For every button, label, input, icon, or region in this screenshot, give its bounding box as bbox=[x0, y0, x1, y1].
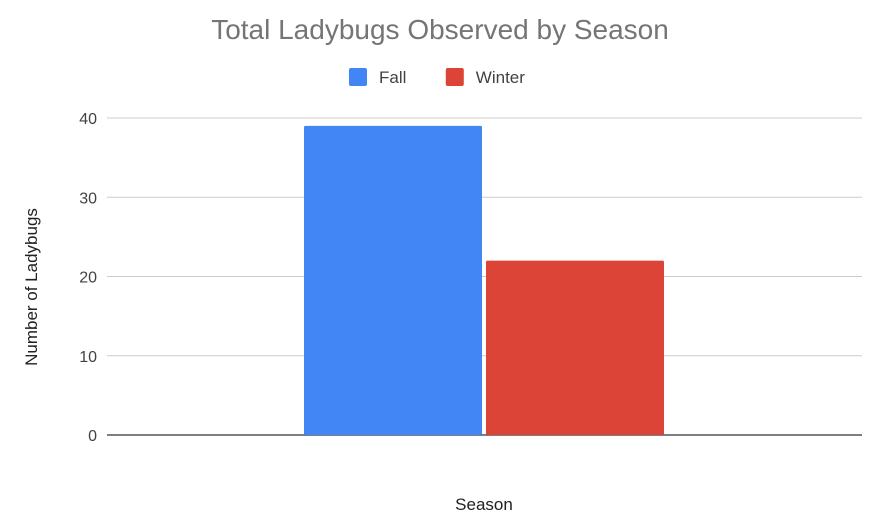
y-tick-label: 10 bbox=[79, 349, 97, 366]
legend: Fall Winter bbox=[349, 68, 525, 87]
x-axis-label: Season bbox=[455, 495, 513, 514]
y-tick-label: 40 bbox=[79, 111, 97, 128]
legend-label-fall: Fall bbox=[379, 68, 406, 87]
y-tick-label: 20 bbox=[79, 270, 97, 287]
legend-label-winter: Winter bbox=[476, 68, 525, 87]
legend-swatch-winter bbox=[445, 68, 464, 86]
y-axis-label: Number of Ladybugs bbox=[22, 208, 41, 366]
bars bbox=[304, 125, 664, 436]
y-tick-label: 30 bbox=[79, 190, 97, 207]
bar-winter bbox=[486, 260, 664, 435]
bar-fall bbox=[304, 125, 482, 436]
y-tick-label: 0 bbox=[88, 428, 97, 445]
chart-title: Total Ladybugs Observed by Season bbox=[211, 14, 669, 45]
legend-swatch-fall bbox=[349, 68, 367, 86]
gridlines: 0 10 20 30 40 bbox=[79, 111, 862, 445]
